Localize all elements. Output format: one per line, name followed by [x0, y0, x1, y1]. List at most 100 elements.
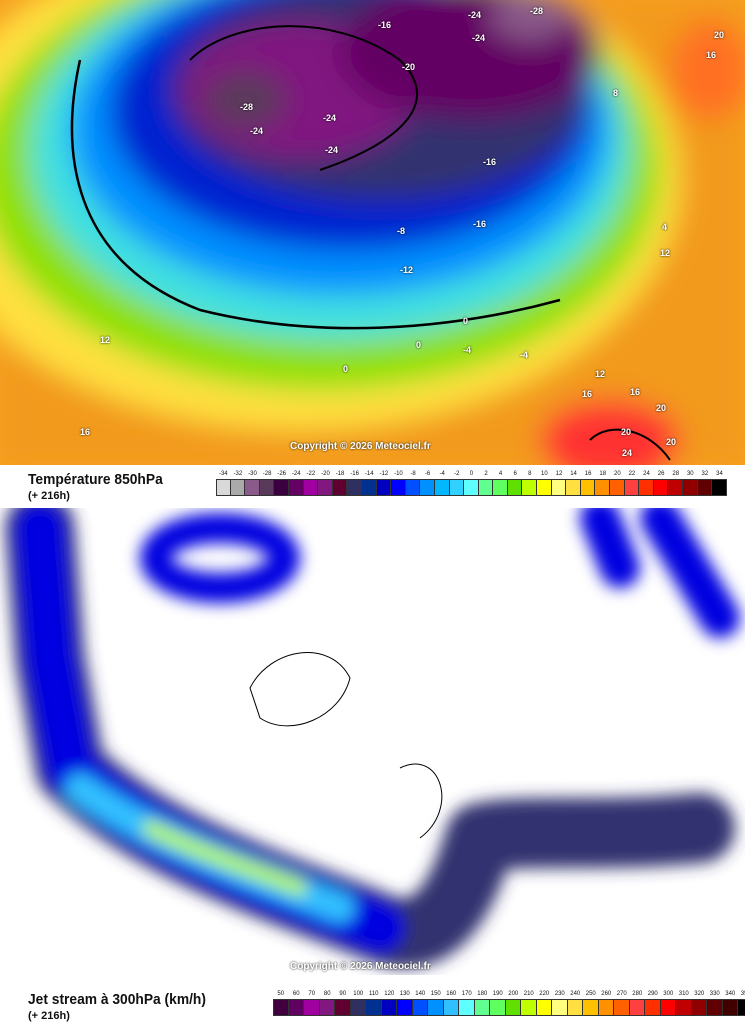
- legend-entry: 180: [474, 989, 490, 1016]
- legend-swatch: [624, 479, 640, 496]
- legend-entry: 18: [595, 469, 611, 496]
- contour-label: -24: [325, 145, 339, 155]
- legend-label: 220: [539, 991, 550, 997]
- legend-entry: -32: [230, 469, 246, 496]
- legend-entry: -26: [274, 469, 289, 496]
- legend-entry: 130: [397, 989, 413, 1016]
- legend-label: -26: [277, 471, 286, 477]
- legend-swatch: [567, 999, 583, 1016]
- temperature-legend: Température 850hPa (+ 216h) -34 -32 -30 -28…: [0, 465, 745, 505]
- contour-label: -4: [520, 350, 529, 360]
- legend-label: -4: [439, 471, 445, 477]
- legend-swatch: [449, 479, 465, 496]
- legend-entry: -30: [245, 469, 260, 496]
- legend-label: 340: [725, 991, 736, 997]
- legend-entry: 210: [521, 989, 537, 1016]
- copyright-text: Copyright © 2026 Meteociel.fr: [290, 961, 431, 972]
- legend-label: 180: [477, 991, 488, 997]
- legend-label: 120: [384, 991, 395, 997]
- forecast-hour: (+ 216h): [28, 1010, 70, 1022]
- legend-label: 0: [469, 471, 474, 477]
- legend-swatch: [507, 479, 523, 496]
- contour-label: 20: [656, 403, 667, 413]
- legend-entry: 260: [598, 989, 614, 1016]
- legend-label: 300: [663, 991, 674, 997]
- legend-entry: 34: [712, 469, 727, 496]
- legend-swatch: [505, 999, 521, 1016]
- legend-label: -20: [321, 471, 330, 477]
- legend-label: 350: [740, 991, 745, 997]
- contour-label: -4: [463, 345, 472, 355]
- legend-swatch: [610, 479, 625, 496]
- legend-label: 4: [498, 471, 503, 477]
- legend-swatch: [443, 999, 459, 1016]
- legend-swatch: [420, 479, 435, 496]
- contour-label: 12: [660, 248, 671, 258]
- temperature-title: Température 850hPa: [28, 471, 163, 488]
- legend-entry: 2: [478, 469, 494, 496]
- contour-label: -24: [468, 10, 482, 20]
- legend-swatch: [332, 479, 348, 496]
- legend-swatch: [412, 999, 428, 1016]
- legend-label: -22: [306, 471, 316, 477]
- legend-entry: 26: [653, 469, 669, 496]
- legend-entry: 160: [443, 989, 459, 1016]
- legend-entry: 8: [522, 469, 538, 496]
- forecast-hour: (+ 216h): [28, 490, 70, 502]
- legend-entry: 220: [536, 989, 552, 1016]
- legend-entry: 100: [350, 989, 366, 1016]
- legend-label: 230: [554, 991, 565, 997]
- legend-entry: 350: [738, 989, 745, 1016]
- legend-swatch: [434, 479, 450, 496]
- contour-label: -24: [250, 126, 264, 136]
- contour-label: 16: [706, 50, 717, 60]
- contour-label: 0: [463, 316, 469, 326]
- legend-entry: 150: [428, 989, 444, 1016]
- legend-entry: -18: [332, 469, 348, 496]
- legend-label: 18: [599, 471, 607, 477]
- legend-entry: -34: [216, 469, 231, 496]
- legend-label: 150: [430, 991, 441, 997]
- legend-entry: 110: [366, 989, 382, 1016]
- legend-label: 160: [446, 991, 457, 997]
- legend-label: 26: [657, 471, 665, 477]
- legend-entry: -12: [376, 469, 392, 496]
- legend-entry: 280: [629, 989, 645, 1016]
- legend-entry: -8: [405, 469, 421, 496]
- jet-stream-field: [5, 508, 740, 968]
- legend-swatch: [405, 479, 421, 496]
- legend-swatch: [595, 479, 611, 496]
- legend-label: 290: [647, 991, 658, 997]
- legend-entry: 340: [722, 989, 738, 1016]
- legend-entry: 140: [412, 989, 428, 1016]
- legend-entry: 16: [580, 469, 596, 496]
- legend-swatch: [676, 999, 692, 1016]
- legend-label: 310: [678, 991, 689, 997]
- legend-entry: 4: [493, 469, 508, 496]
- legend-swatch: [361, 479, 377, 496]
- legend-label: 190: [492, 991, 503, 997]
- legend-label: 14: [570, 471, 577, 477]
- legend-swatch: [376, 479, 392, 496]
- legend-entry: 80: [319, 989, 335, 1016]
- legend-swatch: [273, 999, 289, 1016]
- contour-label: -8: [397, 226, 406, 236]
- legend-swatch: [459, 999, 475, 1016]
- legend-label: 170: [461, 991, 472, 997]
- legend-label: 24: [643, 471, 650, 477]
- legend-entry: 70: [304, 989, 320, 1016]
- legend-swatch: [583, 999, 599, 1016]
- legend-entry: 170: [459, 989, 475, 1016]
- legend-label: 32: [701, 471, 709, 477]
- legend-label: 100: [353, 991, 364, 997]
- legend-label: 70: [308, 991, 316, 997]
- legend-entry: 60: [288, 989, 304, 1016]
- contour-label: 24: [622, 448, 633, 458]
- legend-swatch: [668, 479, 683, 496]
- legend-label: 10: [541, 471, 548, 477]
- legend-swatch: [580, 479, 596, 496]
- legend-swatch: [639, 479, 654, 496]
- legend-entry: 10: [537, 469, 552, 496]
- legend-label: -32: [233, 471, 243, 477]
- legend-label: 28: [672, 471, 680, 477]
